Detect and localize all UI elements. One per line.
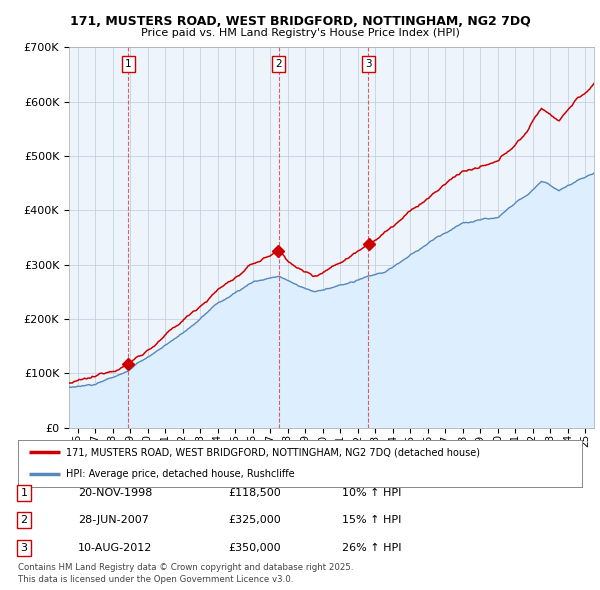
Text: This data is licensed under the Open Government Licence v3.0.: This data is licensed under the Open Gov… (18, 575, 293, 584)
Text: HPI: Average price, detached house, Rushcliffe: HPI: Average price, detached house, Rush… (66, 469, 295, 479)
Text: 15% ↑ HPI: 15% ↑ HPI (342, 516, 401, 525)
Text: £325,000: £325,000 (228, 516, 281, 525)
Text: Contains HM Land Registry data © Crown copyright and database right 2025.: Contains HM Land Registry data © Crown c… (18, 563, 353, 572)
Text: 28-JUN-2007: 28-JUN-2007 (78, 516, 149, 525)
Text: £118,500: £118,500 (228, 488, 281, 497)
Text: 1: 1 (20, 488, 28, 497)
Text: £350,000: £350,000 (228, 543, 281, 553)
Text: 171, MUSTERS ROAD, WEST BRIDGFORD, NOTTINGHAM, NG2 7DQ (detached house): 171, MUSTERS ROAD, WEST BRIDGFORD, NOTTI… (66, 447, 480, 457)
Text: 10% ↑ HPI: 10% ↑ HPI (342, 488, 401, 497)
Text: 20-NOV-1998: 20-NOV-1998 (78, 488, 152, 497)
Text: 3: 3 (365, 60, 372, 69)
Text: 3: 3 (20, 543, 28, 553)
Text: 1: 1 (125, 60, 131, 69)
Text: 171, MUSTERS ROAD, WEST BRIDGFORD, NOTTINGHAM, NG2 7DQ: 171, MUSTERS ROAD, WEST BRIDGFORD, NOTTI… (70, 15, 530, 28)
Text: 2: 2 (275, 60, 282, 69)
Text: 2: 2 (20, 516, 28, 525)
Text: 26% ↑ HPI: 26% ↑ HPI (342, 543, 401, 553)
Text: 10-AUG-2012: 10-AUG-2012 (78, 543, 152, 553)
Text: Price paid vs. HM Land Registry's House Price Index (HPI): Price paid vs. HM Land Registry's House … (140, 28, 460, 38)
